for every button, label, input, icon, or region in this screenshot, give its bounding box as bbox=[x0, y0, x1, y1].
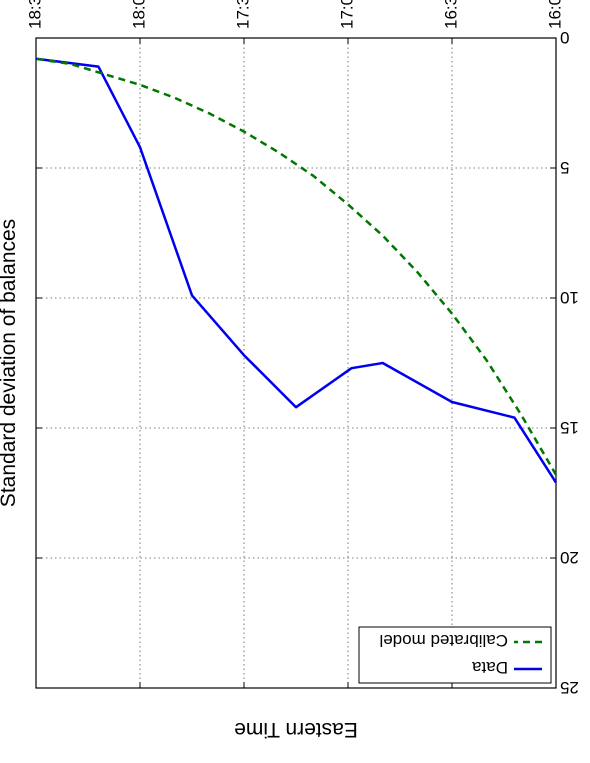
x-tick-label: 16:30 bbox=[441, 0, 460, 29]
x-tick-label: 16:00 bbox=[545, 0, 564, 29]
plot-area-frame bbox=[35, 37, 557, 689]
y-axis-label: Standard deviation of balances bbox=[0, 219, 20, 507]
legend-data-label: Data bbox=[472, 658, 508, 677]
x-tick-label: 18:00 bbox=[129, 0, 148, 29]
y-tick-label: 5 bbox=[560, 158, 569, 177]
x-tick-label: 17:00 bbox=[337, 0, 356, 29]
legend-model-label: Calibrated model bbox=[379, 631, 508, 650]
y-tick-label: 0 bbox=[560, 28, 569, 47]
legend-box bbox=[358, 626, 552, 684]
grid bbox=[36, 38, 556, 688]
y-tick-label: 25 bbox=[560, 678, 579, 697]
x-tick-label: 18:30 bbox=[25, 0, 44, 29]
model-series-line bbox=[35, 57, 558, 476]
x-axis-label: Eastern Time bbox=[234, 718, 358, 741]
y-tick-label: 20 bbox=[560, 548, 579, 567]
y-tick-label: 10 bbox=[560, 288, 579, 307]
y-tick-label: 15 bbox=[560, 418, 579, 437]
legend: Data Calibrated model bbox=[358, 626, 552, 684]
data-series-line bbox=[35, 57, 558, 484]
series-layer bbox=[35, 57, 558, 484]
x-tick-label: 17:30 bbox=[233, 0, 252, 29]
axis-ticks: 16:00 16:30 17:00 17:30 18:00 18:30 0 5 10 15 20 25 bbox=[25, 0, 578, 697]
